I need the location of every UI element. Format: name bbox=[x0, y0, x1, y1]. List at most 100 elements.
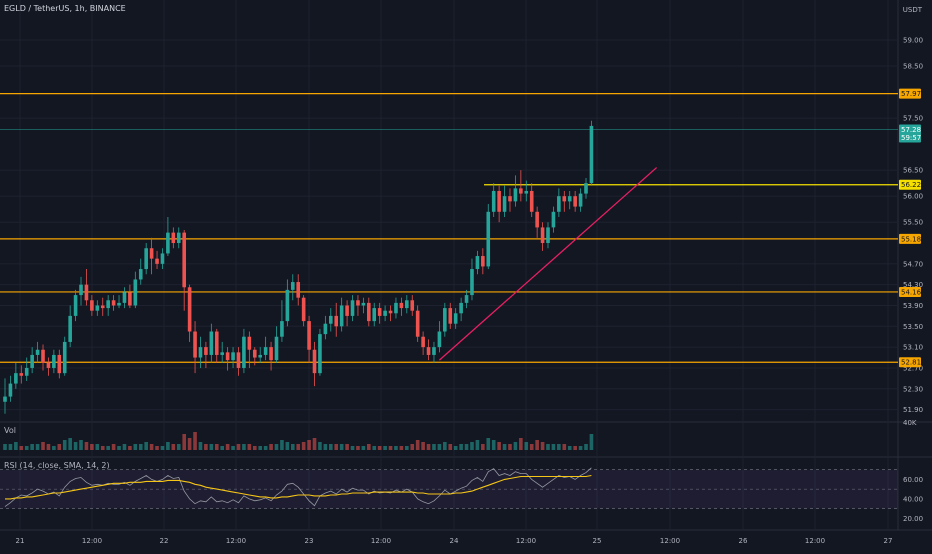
volume-bar bbox=[551, 444, 556, 450]
candle-body bbox=[106, 300, 110, 309]
candle-body bbox=[578, 193, 583, 207]
candle-body bbox=[269, 347, 273, 361]
volume-bar bbox=[149, 444, 154, 450]
candle-body bbox=[296, 282, 301, 298]
volume-bar bbox=[339, 444, 344, 450]
y-tick-label: 56.00 bbox=[903, 193, 923, 201]
candle-body bbox=[100, 305, 105, 309]
volume-bar bbox=[448, 444, 453, 450]
candle-body bbox=[52, 354, 56, 368]
candle-body bbox=[290, 282, 295, 290]
candle-body bbox=[323, 323, 328, 335]
candle-body bbox=[437, 331, 442, 348]
candle-body bbox=[443, 308, 447, 332]
y-tick-label: 54.70 bbox=[903, 260, 923, 268]
candle-body bbox=[513, 188, 518, 202]
candle-body bbox=[193, 331, 197, 358]
level-price-label: 57.97 bbox=[901, 90, 921, 98]
level-price-tag bbox=[899, 233, 921, 244]
volume-bar bbox=[111, 444, 116, 450]
candle-body bbox=[567, 196, 572, 202]
volume-bar bbox=[367, 444, 371, 450]
volume-bar bbox=[258, 446, 263, 450]
volume-bar bbox=[176, 444, 181, 450]
candle-body bbox=[79, 284, 83, 296]
candle-body bbox=[383, 310, 387, 316]
volume-tick-label: 40K bbox=[903, 419, 917, 427]
x-tick-label: 12:00 bbox=[805, 537, 825, 545]
symbol-legend: EGLD / TetherUS, 1h, BINANCE bbox=[4, 4, 126, 13]
volume-bar bbox=[24, 446, 29, 450]
trendline bbox=[438, 167, 658, 361]
rsi-tick-label: 20.00 bbox=[903, 515, 923, 523]
rsi-tick-label: 60.00 bbox=[903, 476, 923, 484]
level-price-label: 54.16 bbox=[901, 288, 922, 296]
volume-bar bbox=[584, 444, 588, 450]
volume-bar bbox=[470, 442, 474, 450]
candle-body bbox=[35, 349, 40, 355]
volume-bar bbox=[519, 438, 523, 450]
candle-body bbox=[138, 269, 143, 280]
rsi-legend: RSI (14, close, SMA, 14, 2) bbox=[4, 461, 110, 470]
candle-body bbox=[356, 300, 360, 306]
volume-bar bbox=[329, 444, 333, 450]
symbol-text: EGLD / TetherUS, 1h, BINANCE bbox=[4, 4, 126, 13]
candle-body bbox=[377, 308, 382, 316]
y-tick-label: 54.30 bbox=[903, 281, 923, 289]
candle-body bbox=[329, 315, 333, 324]
y-tick-label: 56.50 bbox=[903, 167, 923, 175]
volume-bar bbox=[383, 446, 387, 450]
volume-bar bbox=[35, 444, 40, 450]
volume-bar bbox=[546, 444, 550, 450]
candle-body bbox=[187, 287, 192, 332]
candle-body bbox=[111, 300, 116, 306]
candle-body bbox=[459, 302, 463, 314]
y-tick-label: 55.50 bbox=[903, 219, 923, 227]
candle-body bbox=[3, 396, 7, 402]
level-price-tag bbox=[899, 357, 921, 368]
volume-bar bbox=[307, 440, 311, 450]
candle-body bbox=[502, 196, 507, 212]
candle-body bbox=[155, 258, 159, 264]
volume-bar bbox=[399, 446, 404, 450]
candle-body bbox=[562, 196, 567, 202]
volume-bar bbox=[285, 442, 290, 450]
last-price-tag bbox=[899, 124, 921, 143]
volume-bar bbox=[3, 444, 7, 450]
x-tick-label: 12:00 bbox=[660, 537, 680, 545]
volume-bar bbox=[508, 444, 512, 450]
volume-bar bbox=[345, 444, 349, 450]
countdown-label: 59:57 bbox=[901, 134, 921, 142]
candle-body bbox=[247, 336, 252, 350]
level-price-tag bbox=[899, 88, 921, 99]
candle-body bbox=[46, 362, 51, 368]
candle-body bbox=[372, 308, 377, 322]
y-tick-label: 58.50 bbox=[903, 63, 923, 71]
candle-body bbox=[540, 227, 545, 244]
volume-bar bbox=[535, 440, 539, 450]
candle-body bbox=[242, 336, 246, 368]
volume-bar bbox=[198, 442, 203, 450]
level-price-label: 52.81 bbox=[901, 359, 921, 367]
last-price-label: 57.28 bbox=[901, 126, 921, 134]
volume-bar bbox=[405, 446, 409, 450]
candle-body bbox=[573, 196, 577, 207]
volume-bar bbox=[372, 446, 377, 450]
volume-bar bbox=[263, 446, 268, 450]
volume-bar bbox=[193, 432, 197, 450]
candle-body bbox=[62, 341, 67, 374]
y-tick-label: 51.90 bbox=[903, 406, 923, 414]
volume-bar bbox=[421, 442, 425, 450]
volume-bar bbox=[464, 444, 469, 450]
candle-body bbox=[546, 227, 550, 244]
x-tick-label: 12:00 bbox=[516, 537, 536, 545]
candle-body bbox=[182, 232, 186, 288]
rsi-band bbox=[0, 469, 898, 509]
candle-body bbox=[301, 297, 306, 322]
candle-body bbox=[410, 300, 415, 311]
candle-body bbox=[198, 347, 203, 358]
volume-bar bbox=[171, 444, 176, 450]
volume-bar bbox=[318, 442, 322, 450]
